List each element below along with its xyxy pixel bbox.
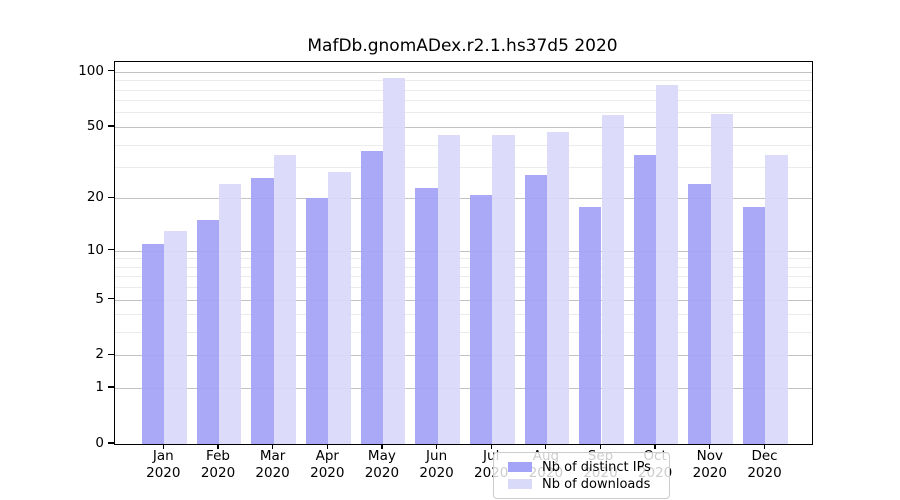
y-tick-mark-2 bbox=[108, 353, 114, 356]
gridline-minor-3 bbox=[115, 332, 812, 334]
bar-ips-mar bbox=[251, 178, 274, 444]
x-tick-label-nov: Nov 2020 bbox=[692, 448, 727, 481]
x-tick-mark-dec bbox=[763, 444, 766, 450]
gridline-minor-60 bbox=[115, 112, 812, 114]
gridline-major-10 bbox=[115, 250, 812, 252]
bar-downloads-dec bbox=[765, 155, 788, 444]
x-tick-mark-jun bbox=[435, 444, 438, 450]
gridline-major-1 bbox=[115, 388, 812, 390]
gridline-major-50 bbox=[115, 126, 812, 128]
gridline-minor-70 bbox=[115, 100, 812, 102]
legend-item-downloads: Nb of downloads bbox=[503, 476, 660, 492]
y-tick-label-0: 0 bbox=[95, 435, 104, 451]
y-tick-label-50: 50 bbox=[86, 117, 104, 134]
legend-swatch-downloads bbox=[508, 479, 532, 489]
y-tick-mark-50 bbox=[108, 125, 114, 127]
legend-swatch-distinct-ips bbox=[508, 462, 532, 472]
gridline-major-5 bbox=[115, 299, 812, 301]
y-tick-label-1: 1 bbox=[95, 379, 104, 396]
y-tick-label-20: 20 bbox=[86, 189, 104, 206]
bar-downloads-jun bbox=[437, 135, 460, 444]
gridline-minor-6 bbox=[115, 287, 812, 289]
bar-downloads-sep bbox=[601, 115, 624, 444]
x-tick-mark-apr bbox=[326, 444, 328, 450]
x-tick-label-dec: Dec 2020 bbox=[747, 448, 782, 481]
x-tick-mark-nov bbox=[709, 444, 711, 450]
x-tick-label-jan: Jan 2020 bbox=[146, 448, 181, 481]
bar-ips-oct bbox=[633, 155, 657, 444]
y-tick-mark-100 bbox=[108, 70, 114, 72]
x-tick-label-may: May 2020 bbox=[364, 448, 400, 481]
bar-ips-may bbox=[360, 150, 383, 444]
x-tick-mark-jul bbox=[490, 444, 492, 450]
bar-downloads-apr bbox=[328, 172, 351, 444]
bar-ips-aug bbox=[524, 175, 547, 444]
gridline-minor-8 bbox=[115, 266, 812, 268]
x-tick-label-apr: Apr 2020 bbox=[310, 448, 345, 481]
bar-downloads-mar bbox=[273, 155, 296, 444]
x-tick-mark-sep bbox=[599, 444, 602, 450]
bar-ips-feb bbox=[196, 220, 219, 444]
gridline-minor-4 bbox=[115, 314, 812, 316]
bar-downloads-aug bbox=[546, 131, 570, 444]
legend-item-distinct-ips: Nb of distinct IPs bbox=[503, 459, 660, 475]
y-tick-label-5: 5 bbox=[95, 290, 104, 307]
x-tick-label-jun: Jun 2020 bbox=[419, 448, 454, 481]
y-tick-mark-10 bbox=[108, 248, 114, 251]
y-tick-mark-0 bbox=[108, 442, 114, 444]
bar-downloads-oct bbox=[656, 84, 679, 444]
x-tick-label-feb: Feb 2020 bbox=[200, 448, 236, 481]
x-tick-mark-aug bbox=[545, 444, 547, 450]
legend: Nb of distinct IPs Nb of downloads bbox=[493, 452, 670, 499]
gridline-minor-9 bbox=[115, 258, 812, 260]
gridline-major-100 bbox=[115, 71, 812, 73]
y-tick-mark-1 bbox=[108, 386, 114, 388]
y-tick-mark-20 bbox=[108, 196, 114, 199]
bar-downloads-may bbox=[382, 77, 406, 444]
gridline-minor-40 bbox=[115, 144, 812, 146]
bar-ips-apr bbox=[305, 198, 329, 444]
y-tick-label-2: 2 bbox=[95, 346, 104, 363]
gridline-major-20 bbox=[115, 198, 812, 200]
gridline-minor-7 bbox=[115, 276, 812, 278]
legend-label-downloads: Nb of downloads bbox=[542, 476, 651, 492]
gridline-minor-30 bbox=[115, 167, 812, 168]
y-tick-mark-5 bbox=[108, 297, 114, 300]
plot-area: Nb of distinct IPs Nb of downloads bbox=[114, 61, 813, 499]
legend-label-distinct-ips: Nb of distinct IPs bbox=[542, 459, 651, 475]
bar-ips-sep bbox=[579, 206, 602, 444]
bar-ips-dec bbox=[743, 206, 766, 444]
y-tick-label-100: 100 bbox=[78, 62, 104, 79]
bar-ips-nov bbox=[688, 184, 711, 444]
y-tick-label-10: 10 bbox=[86, 241, 104, 258]
chart-title: MafDb.gnomADex.r2.1.hs37d5 2020 bbox=[307, 36, 618, 56]
bar-ips-jun bbox=[415, 187, 438, 444]
bar-downloads-jan bbox=[164, 231, 187, 444]
gridline-major-2 bbox=[115, 355, 812, 357]
gridline-minor-90 bbox=[115, 80, 812, 82]
bar-ips-jul bbox=[469, 194, 493, 444]
x-tick-mark-jan bbox=[162, 444, 164, 450]
bar-downloads-feb bbox=[218, 184, 242, 444]
bar-ips-jan bbox=[141, 243, 165, 444]
x-tick-mark-feb bbox=[217, 444, 219, 450]
x-tick-mark-may bbox=[381, 444, 383, 450]
x-tick-mark-oct bbox=[654, 444, 656, 450]
gridline-minor-80 bbox=[115, 89, 812, 91]
bar-downloads-jul bbox=[492, 135, 515, 444]
x-tick-mark-mar bbox=[271, 444, 274, 450]
x-tick-label-mar: Mar 2020 bbox=[255, 448, 290, 481]
bar-downloads-nov bbox=[710, 113, 734, 444]
